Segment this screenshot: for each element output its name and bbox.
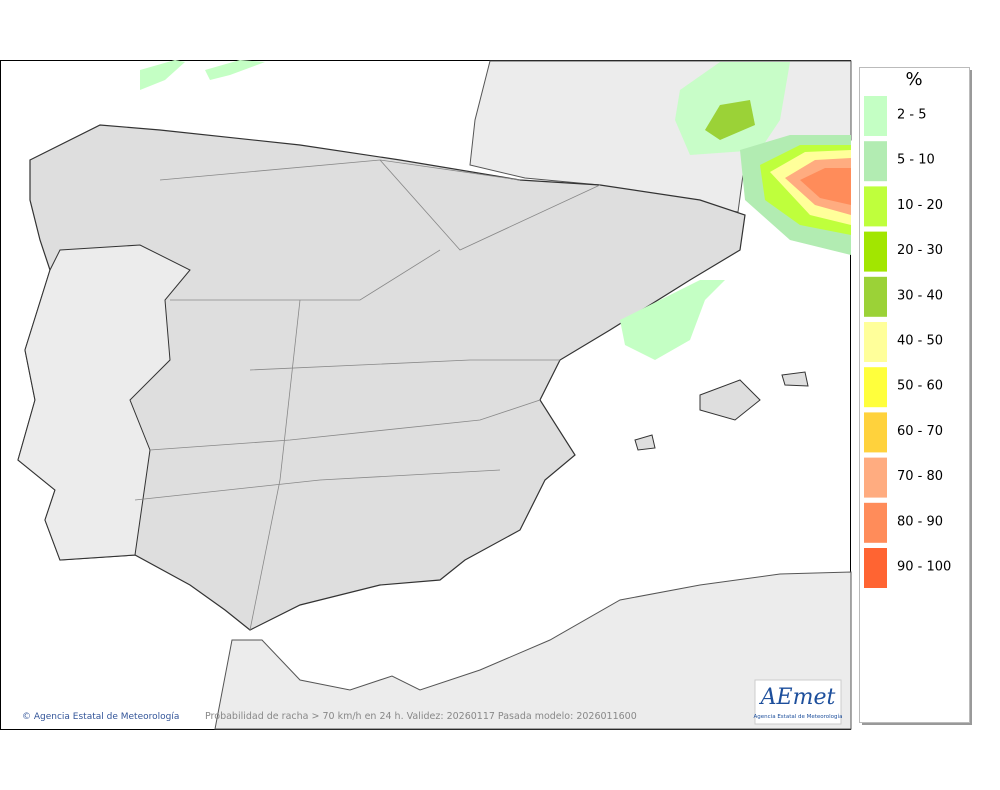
probability-field [140,60,851,360]
legend-swatch [864,186,887,227]
legend-label: 40 - 50 [897,334,943,349]
legend-label: 80 - 90 [897,514,943,529]
legend-label: 20 - 30 [897,243,943,258]
legend-swatch [864,96,887,136]
legend-label: 50 - 60 [897,379,943,394]
africa [214,571,852,730]
legend-swatch [864,322,887,362]
legend-label: 30 - 40 [897,288,943,303]
legend-label: 2 - 5 [897,108,927,123]
legend-swatch [864,548,887,588]
ibiza [634,434,656,451]
legend-swatch [864,367,887,408]
legend-swatch [864,457,887,498]
credit: © Agencia Estatal de Meteorología [22,712,179,722]
legend-swatch [864,412,887,453]
legend-swatch [864,231,887,272]
legend-title: % [905,69,922,90]
legend-label: 70 - 80 [897,469,943,484]
logo-subtitle: Agencia Estatal de Meteorología [754,713,843,720]
legend-label: 90 - 100 [897,560,951,575]
logo-name: AEmet [759,685,836,710]
legend-label: 60 - 70 [897,424,943,439]
logo-box [754,679,842,725]
legend-swatch [864,276,887,317]
caption: Probabilidad de racha > 70 km/h en 24 h.… [205,711,637,722]
legend-swatch [864,502,887,543]
legend-swatch [864,141,887,182]
portugal [17,244,191,561]
legend-items: 2 - 5 5 - 10 10 - 20 20 - 30 30 - 40 40 - 50 5… [864,96,951,588]
menorca [781,371,809,387]
legend-label: 10 - 20 [897,198,943,213]
region-borders [134,159,601,631]
legend-label: 5 - 10 [897,153,935,168]
mallorca [699,379,761,421]
